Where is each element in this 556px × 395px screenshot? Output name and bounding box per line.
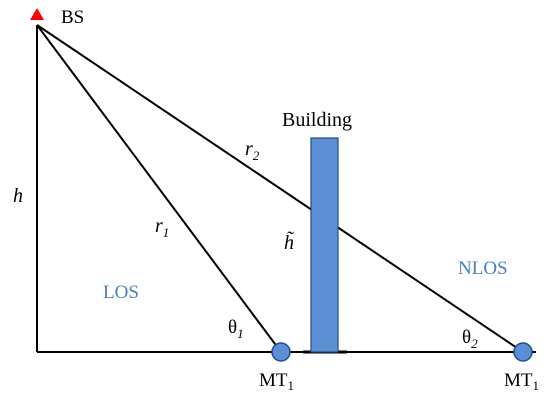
building-label: Building [282, 109, 352, 131]
theta2-label: θ2 [462, 327, 478, 351]
height-label: h [13, 185, 23, 207]
mt-los-label: MT1 [259, 370, 294, 393]
r1-line [36, 24, 282, 353]
building-height-label: h̃ [284, 230, 294, 254]
r1-label: r1 [155, 215, 169, 240]
r2-line [36, 24, 524, 353]
theta1-label: θ1 [228, 317, 244, 341]
building-outline [310, 137, 339, 353]
base-station-label: BS [61, 7, 84, 28]
nlos-label: NLOS [458, 258, 508, 279]
los-label: LOS [103, 282, 139, 303]
mobile-terminal-los [271, 342, 291, 362]
mt-nlos-label: MT1 [504, 370, 539, 393]
mobile-terminal-nlos [513, 342, 533, 362]
building [311, 138, 338, 352]
base-station-icon [30, 8, 44, 20]
r2-label: r2 [245, 138, 260, 163]
